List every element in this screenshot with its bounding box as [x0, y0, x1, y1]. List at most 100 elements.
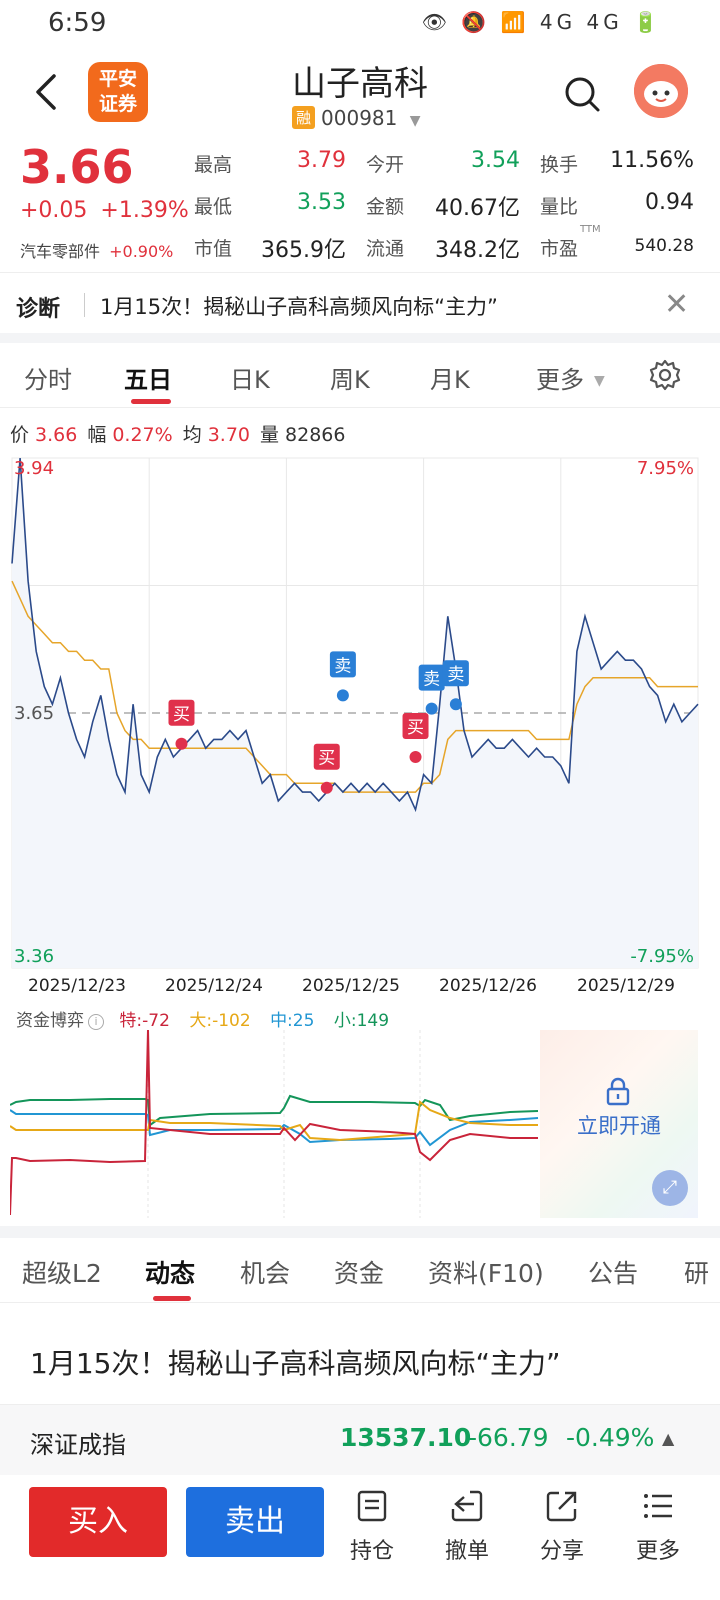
- super-large-flow-line: [10, 1030, 538, 1216]
- buy-marker-badge: [168, 699, 195, 726]
- stat-label: 最高: [194, 154, 233, 176]
- news-headline[interactable]: 1月15次！揭秘山子高科高频风向标“主力”: [30, 1347, 561, 1380]
- positions-button[interactable]: 持仓: [332, 1489, 412, 1565]
- expand-icon[interactable]: ⤢: [652, 1170, 688, 1206]
- dropdown-triangle-icon: ▼: [594, 373, 605, 389]
- tab-super-l2[interactable]: 超级L2: [22, 1259, 102, 1288]
- search-icon[interactable]: [562, 74, 602, 114]
- stock-name: 山子高科: [292, 64, 428, 104]
- more-button[interactable]: 更多: [618, 1489, 698, 1565]
- tab-opportunity[interactable]: 机会: [240, 1259, 291, 1288]
- small-flow: 小:149: [333, 1011, 390, 1031]
- more-list-icon: [644, 1494, 672, 1518]
- tab-daily-k[interactable]: 日K: [230, 366, 270, 394]
- tab-research[interactable]: 研: [684, 1259, 710, 1288]
- volume-label: 量: [260, 424, 280, 446]
- x-axis-label: 2025/12/25: [302, 976, 400, 996]
- stat-label: 量比: [540, 196, 579, 218]
- index-change: -66.79: [468, 1423, 549, 1452]
- stat-value: 348.2亿: [435, 238, 520, 263]
- super-large-flow: 特:-72: [119, 1011, 170, 1031]
- cancel-order-button[interactable]: 撤单: [427, 1489, 507, 1565]
- large-flow-line: [10, 1100, 538, 1142]
- fund-flow-title: 资金博弈: [16, 1011, 84, 1031]
- back-arrow-icon[interactable]: [28, 70, 68, 114]
- average-label: 均: [182, 424, 202, 446]
- buy-marker-label: 买: [318, 749, 335, 769]
- tab-funds[interactable]: 资金: [334, 1259, 385, 1288]
- sell-marker-label: 卖: [334, 656, 351, 676]
- sell-marker-dot: [449, 698, 462, 711]
- tab-five-day[interactable]: 五日: [124, 366, 172, 394]
- index-name: 深证成指: [30, 1431, 126, 1459]
- tab-intraday[interactable]: 分时: [24, 366, 72, 394]
- stat-value: 40.67亿: [435, 196, 520, 221]
- dropdown-triangle-icon[interactable]: ▼: [409, 113, 421, 129]
- diagnosis-banner[interactable]: 诊断 1月15次！揭秘山子高科高频风向标“主力” ✕: [0, 277, 720, 333]
- stock-code-row[interactable]: 融 000981 ▼: [292, 106, 421, 130]
- share-button[interactable]: 分享: [522, 1489, 602, 1565]
- section-gap: [0, 1226, 720, 1238]
- stat-value: 3.79: [297, 148, 346, 173]
- sector-name: 汽车零部件: [20, 242, 101, 261]
- active-tab-indicator: [131, 399, 171, 404]
- tab-weekly-k[interactable]: 周K: [330, 366, 370, 394]
- buy-marker-label: 买: [407, 718, 424, 738]
- index-value: 13537.10: [340, 1423, 472, 1452]
- volume-value: 82866: [285, 424, 346, 446]
- settings-gear-icon[interactable]: [648, 358, 682, 392]
- active-tab-indicator: [153, 1296, 191, 1301]
- buy-marker-dot: [175, 737, 188, 750]
- buy-marker-dot: [320, 781, 333, 794]
- x-axis-label: 2025/12/29: [577, 976, 675, 996]
- divider: [0, 1302, 720, 1303]
- sector-row[interactable]: 汽车零部件 +0.90%: [20, 238, 173, 262]
- tab-news[interactable]: 动态: [145, 1259, 196, 1288]
- buy-button[interactable]: 买入: [29, 1487, 167, 1557]
- positions-icon: [357, 1490, 387, 1522]
- stat-label: 市盈: [540, 238, 579, 260]
- small-flow-line: [10, 1094, 539, 1127]
- divider: [0, 1404, 720, 1405]
- y-tick-label-right: -7.95%: [630, 946, 694, 967]
- divider: [0, 272, 720, 273]
- sell-button[interactable]: 卖出: [186, 1487, 324, 1557]
- tab-announcement[interactable]: 公告: [588, 1259, 639, 1288]
- info-icon[interactable]: i: [88, 1014, 104, 1030]
- stat-label: 今开: [366, 154, 405, 176]
- assistant-avatar-icon[interactable]: [634, 64, 688, 118]
- stat-value: 365.9亿: [261, 238, 346, 263]
- stat-label: 流通: [366, 238, 405, 260]
- sell-marker-badge: [329, 651, 356, 678]
- index-ticker-bar[interactable]: 深证成指 13537.10 -66.79 -0.49% ▲: [0, 1405, 720, 1475]
- buy-marker-badge: [313, 743, 340, 770]
- stat-label: 金额: [366, 196, 405, 218]
- close-icon[interactable]: ✕: [664, 287, 690, 322]
- status-icons: 👁 🔕 📶 4G 4G 🔋: [421, 10, 662, 34]
- diagnosis-label: 诊断: [16, 297, 61, 322]
- unlock-panel[interactable]: 立即开通 ⤢: [540, 1030, 698, 1218]
- sell-marker-badge: [442, 660, 469, 687]
- share-label: 分享: [539, 1539, 584, 1564]
- tab-monthly-k[interactable]: 月K: [430, 366, 470, 394]
- expand-up-icon[interactable]: ▲: [662, 1429, 675, 1448]
- unlock-now-button[interactable]: 立即开通: [577, 1114, 661, 1138]
- average-value: 3.70: [207, 424, 251, 446]
- cancel-order-icon: [451, 1490, 483, 1522]
- ttm-superscript: TTM: [580, 224, 601, 235]
- tab-more-label: 更多: [536, 366, 584, 394]
- average-price-line: [11, 580, 698, 793]
- price-area: [12, 458, 698, 968]
- y-tick-label: 3.94: [14, 458, 54, 479]
- divider: [0, 407, 720, 408]
- sell-marker-dot: [336, 689, 349, 702]
- chart-info-row: 价 3.66 幅 0.27% 均 3.70 量 82866: [10, 420, 346, 447]
- y-tick-label-right: 7.95%: [637, 458, 694, 479]
- diagnosis-text[interactable]: 1月15次！揭秘山子高科高频风向标“主力”: [100, 295, 498, 319]
- divider: [84, 293, 85, 317]
- stat-value: 3.54: [471, 148, 520, 173]
- tab-more[interactable]: 更多 ▼: [536, 360, 605, 395]
- tab-f10[interactable]: 资料(F10): [428, 1259, 544, 1288]
- buy-marker-badge: [402, 712, 429, 739]
